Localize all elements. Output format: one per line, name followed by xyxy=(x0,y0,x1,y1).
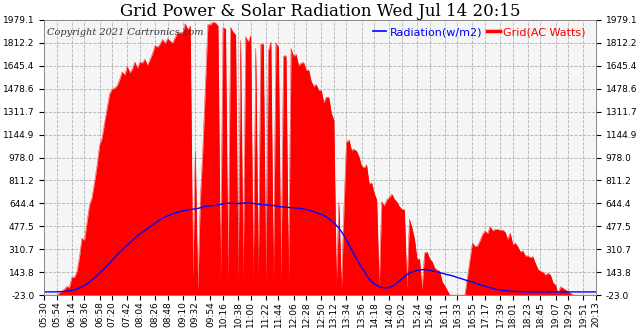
Title: Grid Power & Solar Radiation Wed Jul 14 20:15: Grid Power & Solar Radiation Wed Jul 14 … xyxy=(120,3,520,20)
Text: Copyright 2021 Cartronics.com: Copyright 2021 Cartronics.com xyxy=(47,28,204,37)
Legend: Radiation(w/m2), Grid(AC Watts): Radiation(w/m2), Grid(AC Watts) xyxy=(369,23,590,42)
